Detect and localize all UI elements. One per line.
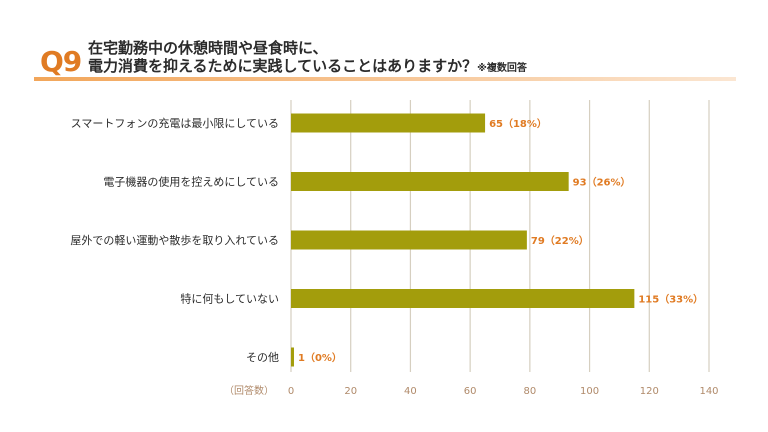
category-label-4: その他	[246, 351, 279, 364]
question-number: Q9	[40, 45, 82, 78]
bars	[291, 113, 635, 367]
value-labels: 65（18%） 93（26%） 79（22%） 115（33%） 1（0%）	[298, 117, 703, 364]
category-label-3: 特に何もしていない	[180, 292, 279, 306]
multiple-answer-note: ※複数回答	[477, 63, 527, 74]
chart-title-line-2-text: 電力消費を抑えるために実践していることはありますか？	[88, 57, 478, 75]
x-tick-label-140: 140	[699, 386, 718, 397]
category-labels: スマートフォンの充電は最小限にしている電子機器の使用を控えめにしている屋外での軽…	[70, 116, 279, 364]
chart-title-line-1: 在宅勤務中の休憩時間や昼食時に、	[88, 39, 328, 57]
title-underline	[34, 77, 736, 81]
x-tick-label-20: 20	[344, 386, 357, 397]
x-tick-labels: 0 20 40 60 80 100 120 140	[288, 386, 719, 397]
value-label-1: 93（26%）	[573, 176, 631, 189]
x-tick-label-120: 120	[640, 386, 659, 397]
x-tick-label-60: 60	[464, 386, 477, 397]
value-label-3: 115（33%）	[638, 293, 703, 306]
bar-4	[291, 347, 294, 367]
bar-0	[291, 113, 486, 133]
x-tick-label-0: 0	[288, 386, 294, 397]
x-tick-label-40: 40	[404, 386, 417, 397]
x-tick-label-100: 100	[580, 386, 599, 397]
bar-2	[291, 230, 527, 250]
x-tick-label-80: 80	[523, 386, 536, 397]
bar-1	[291, 172, 569, 191]
category-label-1: 電子機器の使用を控えめにしている	[103, 175, 279, 189]
x-axis-unit-label: （回答数）	[224, 384, 274, 397]
category-label-0: スマートフォンの充電は最小限にしている	[71, 116, 279, 130]
value-label-0: 65（18%）	[489, 117, 547, 130]
bar-3	[291, 289, 635, 308]
chart-title-line-2: 電力消費を抑えるために実践していることはありますか？※複数回答	[88, 59, 527, 74]
value-label-4: 1（0%）	[298, 351, 342, 364]
category-label-2: 屋外での軽い運動や散歩を取り入れている	[70, 233, 279, 247]
value-label-2: 79（22%）	[531, 234, 589, 247]
